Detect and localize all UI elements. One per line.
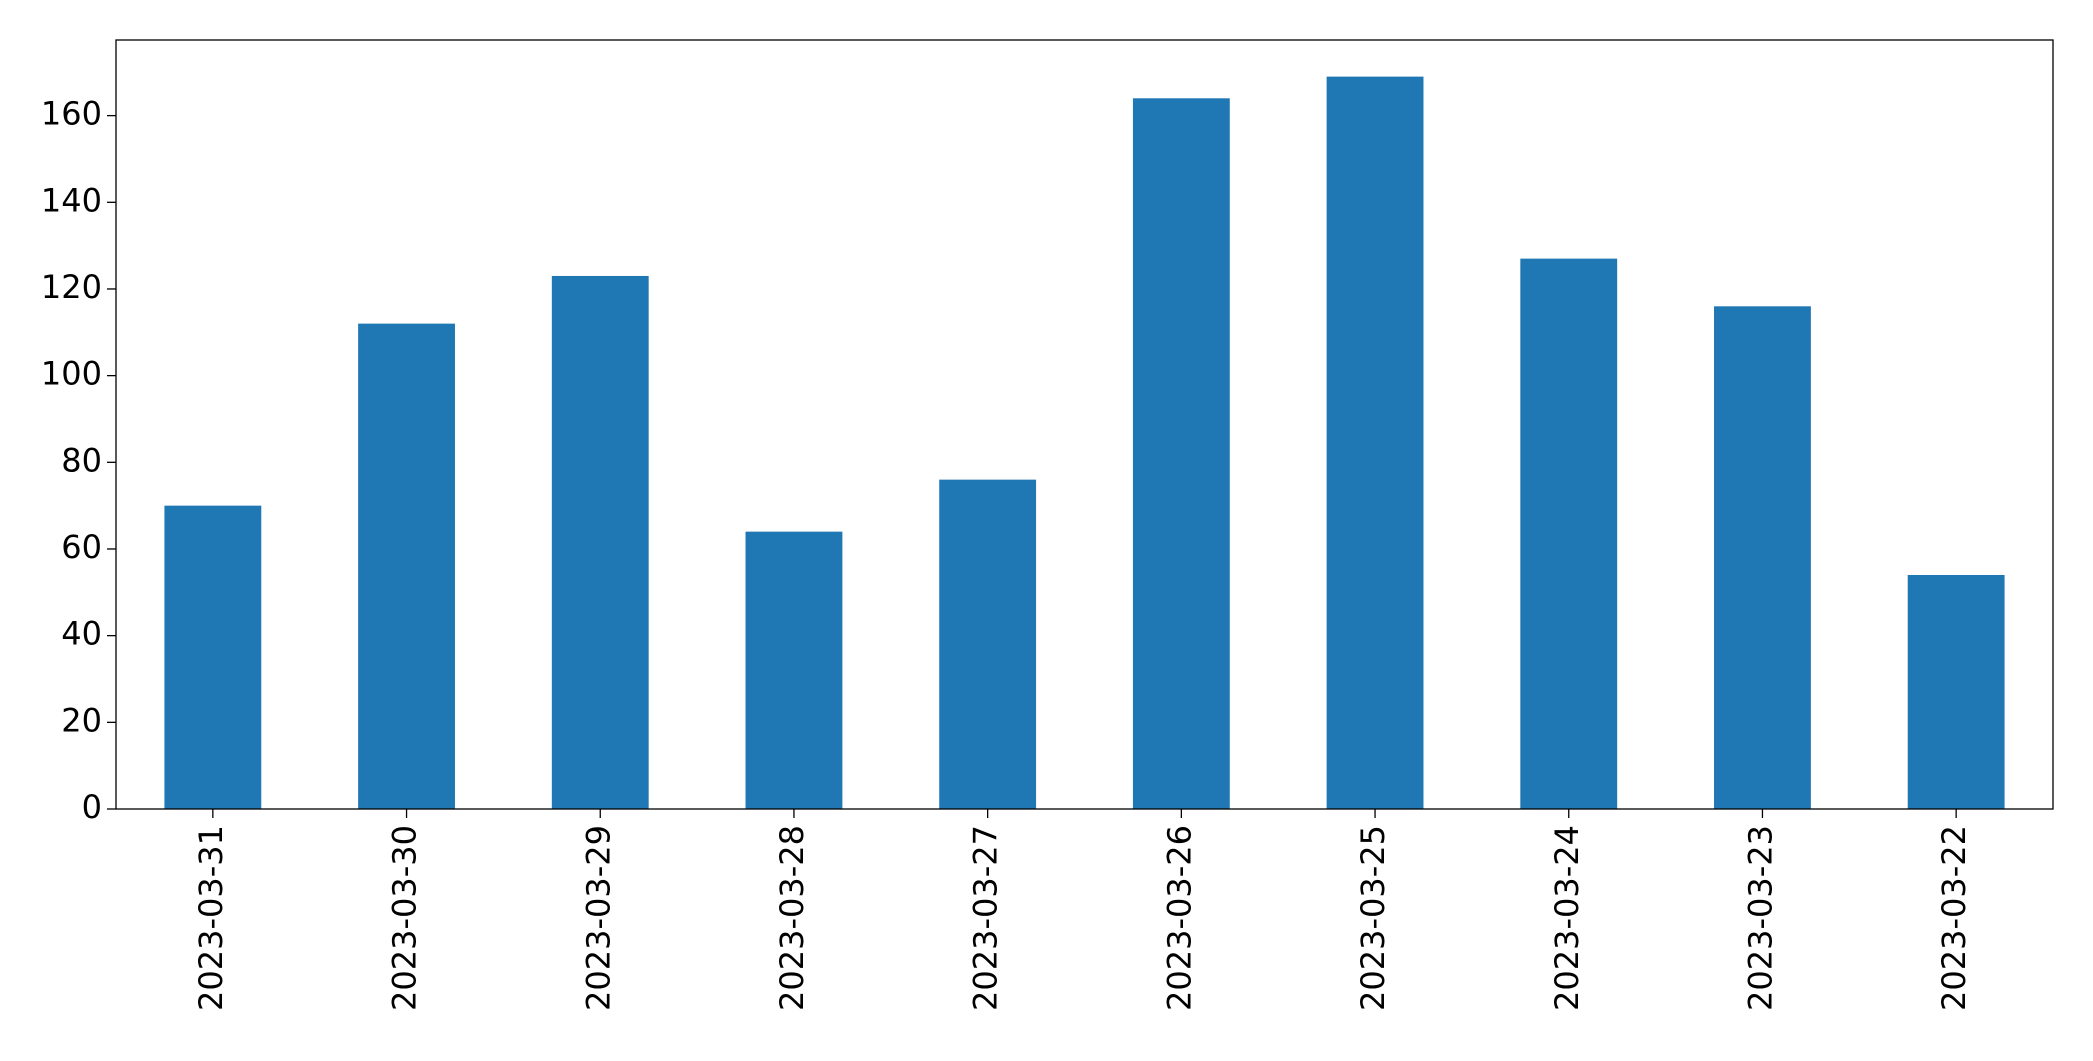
y-tick-label: 40 <box>61 615 102 653</box>
x-tick-label: 2023-03-29 <box>579 825 617 1011</box>
x-tick-label: 2023-03-26 <box>1160 825 1198 1011</box>
x-tick-label: 2023-03-28 <box>773 825 811 1011</box>
y-tick-label: 60 <box>61 528 102 566</box>
x-tick-label: 2023-03-30 <box>386 825 424 1011</box>
x-tick-label: 2023-03-25 <box>1354 825 1392 1011</box>
y-tick-label: 160 <box>41 95 102 133</box>
y-tick-label: 100 <box>41 355 102 393</box>
y-tick-label: 140 <box>41 181 102 219</box>
bar <box>551 275 649 809</box>
y-tick-label: 20 <box>61 701 102 739</box>
y-tick-label: 0 <box>82 788 102 826</box>
x-tick-label: 2023-03-31 <box>192 825 230 1011</box>
bar <box>164 505 262 809</box>
bar <box>1132 98 1230 810</box>
bar <box>745 531 843 809</box>
x-tick-label: 2023-03-27 <box>967 825 1005 1011</box>
bar <box>1326 76 1424 810</box>
x-tick-label: 2023-03-24 <box>1548 825 1586 1011</box>
bar <box>1907 574 2005 809</box>
x-tick-label: 2023-03-23 <box>1741 825 1779 1011</box>
plot-frame <box>115 39 2054 810</box>
y-tick-label: 80 <box>61 441 102 479</box>
bar <box>358 323 455 809</box>
y-tick-label: 120 <box>41 268 102 306</box>
x-tick-label: 2023-03-22 <box>1935 825 1973 1011</box>
bar <box>1714 306 1811 809</box>
bar <box>1520 258 1618 810</box>
bar <box>939 479 1037 809</box>
